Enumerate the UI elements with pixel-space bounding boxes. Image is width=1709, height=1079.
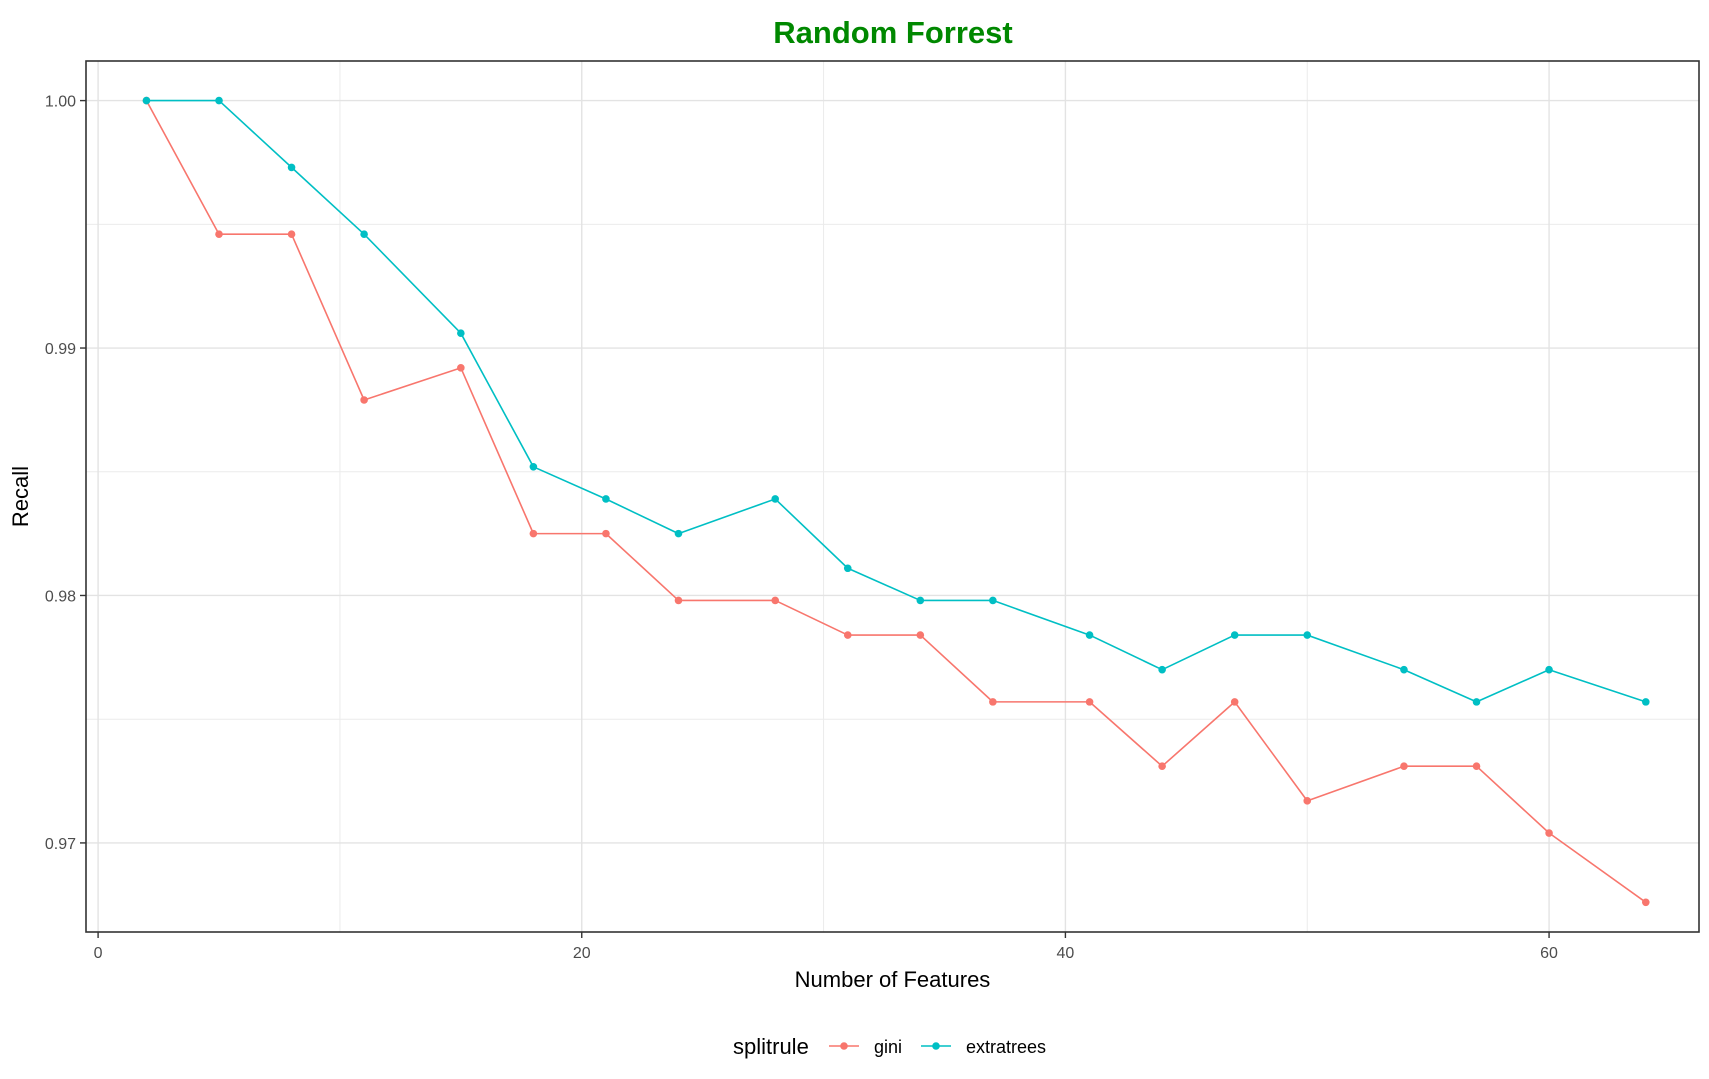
series-lines — [142, 96, 1650, 907]
data-point-gini — [529, 529, 538, 538]
x-tick-label: 20 — [573, 945, 591, 962]
legend-key-point — [932, 1042, 940, 1050]
data-point-gini — [457, 364, 465, 372]
data-point-extratrees — [602, 495, 610, 503]
data-point-gini — [916, 631, 925, 639]
chart-title: Random Forrest — [773, 15, 1012, 50]
legend-title: splitrule — [733, 1034, 809, 1059]
data-point-extratrees — [215, 96, 223, 105]
data-point-extratrees — [1545, 665, 1553, 674]
data-point-extratrees — [674, 529, 683, 538]
data-point-gini — [215, 230, 223, 239]
data-point-extratrees — [1085, 631, 1094, 639]
data-point-extratrees — [843, 564, 852, 573]
y-tick-label: 0.99 — [45, 341, 76, 358]
data-point-extratrees — [360, 230, 368, 239]
data-point-gini — [1400, 762, 1408, 771]
series-line-extratrees — [146, 99, 1647, 703]
x-axis-title: Number of Features — [795, 967, 991, 992]
data-point-gini — [1472, 762, 1481, 771]
data-point-extratrees — [457, 329, 465, 337]
data-point-extratrees — [529, 463, 538, 471]
data-point-gini — [771, 596, 780, 605]
legend-item-extratrees: extratrees — [921, 1037, 1046, 1057]
legend-item-gini: gini — [829, 1037, 902, 1057]
plot-panel-border — [85, 60, 1700, 933]
legend-label: gini — [874, 1037, 902, 1057]
legend-label: extratrees — [966, 1037, 1046, 1057]
data-point-gini — [287, 230, 296, 239]
data-point-gini — [1230, 698, 1239, 706]
data-point-gini — [1303, 797, 1312, 805]
x-tick-label: 40 — [1057, 945, 1075, 962]
legend-key-point — [840, 1042, 848, 1050]
axis-ticks: 0 20 40 60 0.97 0.98 0.99 1.00 — [45, 94, 1558, 962]
data-point-extratrees — [1472, 698, 1481, 706]
data-point-gini — [674, 596, 683, 605]
data-point-gini — [1085, 698, 1094, 706]
data-point-gini — [989, 698, 997, 706]
data-point-extratrees — [142, 96, 151, 105]
y-tick-label: 1.00 — [45, 94, 76, 111]
data-point-extratrees — [989, 596, 997, 605]
x-tick-label: 0 — [94, 945, 103, 962]
legend: splitrule gini extratrees — [733, 1034, 1046, 1059]
data-point-extratrees — [287, 163, 296, 172]
y-tick-label: 0.98 — [45, 588, 76, 605]
y-tick-label: 0.97 — [45, 836, 76, 853]
y-axis-title: Recall — [8, 466, 33, 527]
data-point-gini — [843, 631, 852, 639]
data-point-gini — [1158, 762, 1166, 771]
data-point-gini — [1641, 898, 1650, 907]
data-point-extratrees — [916, 596, 925, 605]
data-point-extratrees — [1400, 665, 1408, 674]
data-point-gini — [1545, 829, 1553, 837]
data-point-extratrees — [1158, 665, 1166, 674]
data-point-extratrees — [771, 495, 780, 503]
x-tick-label: 60 — [1540, 945, 1558, 962]
data-point-extratrees — [1303, 631, 1312, 639]
legend-items: gini extratrees — [829, 1037, 1046, 1057]
data-point-gini — [360, 396, 368, 404]
data-point-extratrees — [1230, 631, 1239, 639]
series-gini — [142, 96, 1650, 907]
data-point-extratrees — [1641, 698, 1650, 706]
series-line-gini — [145, 100, 1647, 903]
grid-lines — [86, 61, 1699, 932]
data-point-gini — [602, 529, 610, 538]
series-extratrees — [142, 96, 1650, 706]
